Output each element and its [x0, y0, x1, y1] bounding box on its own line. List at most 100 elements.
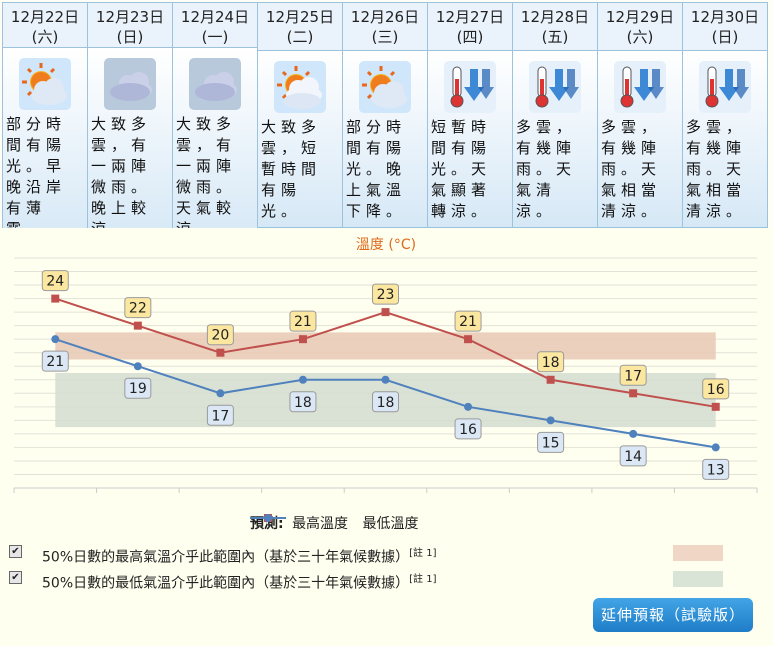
max-temp-point: [546, 375, 555, 384]
min-band-footnote-link[interactable]: [註 1]: [409, 574, 437, 585]
min-band-checkbox[interactable]: ✔: [9, 571, 22, 584]
min-temp-label-box: [537, 431, 565, 453]
min-temp-label-box: [206, 404, 234, 426]
min-temp-label-box: [372, 391, 399, 413]
day-weekday: (三): [371, 28, 399, 46]
day-column: 12月29日 (六) 多雲，有幾陣雨。天氣相當清涼。: [598, 3, 683, 227]
chart-title: 溫度 (°C): [356, 237, 416, 253]
legend-max-label: 最高溫度: [292, 516, 349, 532]
min-temp-label: 21: [46, 354, 64, 370]
day-column: 12月23日 (日) 大致多雲，有一兩陣微雨。晚上較涼。: [88, 3, 173, 240]
min-temp-point: [464, 402, 473, 411]
sunny-periods-icon: [359, 61, 411, 113]
min-temp-label: 14: [624, 449, 642, 465]
max-temp-point: [298, 335, 307, 344]
day-description: 部分時間有陽光。晚上氣溫下降。: [346, 118, 407, 220]
max-temp-point: [629, 389, 638, 398]
day-header: 12月25日 (二): [258, 3, 342, 51]
cold-thermometer-icon: [444, 61, 496, 113]
min-temp-label: 18: [294, 395, 312, 411]
max-temp-label-box: [702, 378, 730, 400]
legend-min-line-icon: [250, 514, 286, 522]
min-temp-point: [133, 362, 142, 371]
legend-prefix: 預測:: [250, 516, 284, 532]
min-band-swatch: [673, 571, 723, 587]
max-temp-label: 24: [46, 274, 64, 290]
min-temp-label-box: [702, 458, 730, 480]
day-date: 12月23日: [95, 8, 165, 26]
day-weekday: (二): [286, 28, 314, 46]
max-temp-label: 23: [377, 287, 395, 303]
day-weekday: (四): [456, 28, 484, 46]
min-temp-point: [381, 375, 390, 384]
min-temp-label: 15: [542, 435, 560, 451]
max-temp-label-box: [537, 351, 565, 373]
max-temp-point: [464, 335, 473, 344]
max-temp-label-box: [124, 297, 152, 319]
max-temp-label: 22: [129, 301, 147, 317]
day-column: 12月25日 (二) 大致多雲，短暫時間有陽光。: [258, 3, 343, 227]
max-band-footnote-link[interactable]: [註 1]: [409, 548, 437, 559]
min-temp-point: [629, 429, 638, 438]
max-temp-point: [51, 294, 60, 303]
day-weekday: (六): [31, 28, 59, 46]
day-date: 12月22日: [10, 8, 80, 26]
day-column: 12月22日 (六) 部分時間有陽光。早晚沿岸有薄霧。: [3, 3, 88, 240]
min-temp-point: [298, 375, 307, 384]
min-temp-label-box: [289, 391, 317, 413]
min-temp-label-box: [41, 350, 69, 372]
max-band-swatch: [673, 545, 723, 561]
min-band-text: 50%日數的最低氣溫介乎此範圍內（基於三十年氣候數據）: [42, 575, 410, 592]
day-body: 多雲，有幾陣雨。天氣相當清涼。: [598, 51, 682, 227]
day-header: 12月26日 (三): [343, 3, 427, 51]
day-date: 12月26日: [350, 8, 420, 26]
day-header: 12月23日 (日): [88, 3, 172, 48]
max-temp-label-box: [372, 283, 399, 305]
max-temp-point: [711, 402, 720, 411]
sunny-periods-icon: [19, 58, 71, 110]
extended-forecast-button[interactable]: 延伸預報（試驗版）: [593, 598, 753, 632]
day-body: 大致多雲，短暫時間有陽光。: [258, 51, 342, 227]
day-description: 多雲，有幾陣雨。天氣相當清涼。: [601, 118, 662, 220]
min-temp-point: [51, 335, 60, 344]
day-date: 12月29日: [605, 8, 675, 26]
day-date: 12月30日: [690, 8, 760, 26]
max-temp-label-box: [206, 324, 234, 346]
day-date: 12月28日: [520, 8, 590, 26]
max-temp-label: 18: [542, 355, 560, 371]
cloudy-icon: [189, 58, 241, 110]
sun-cloud-icon: [274, 61, 326, 113]
legend-min-label: 最低溫度: [362, 516, 419, 532]
day-column: 12月26日 (三) 部分時間有陽光。晚上氣溫下降。: [343, 3, 428, 227]
max-normal-band: [55, 332, 716, 360]
min-temp-label: 18: [377, 395, 395, 411]
day-description: 短暫時間有陽光。天氣顯著轉涼。: [431, 118, 492, 220]
max-band-text: 50%日數的最高氣溫介乎此範圍內（基於三十年氣候數據）: [42, 549, 410, 566]
max-temp-label: 17: [624, 368, 642, 384]
day-date: 12月25日: [265, 8, 335, 26]
day-body: 部分時間有陽光。早晚沿岸有薄霧。: [3, 48, 87, 240]
day-description: 部分時間有陽光。早晚沿岸有薄霧。: [6, 115, 67, 238]
min-temp-label-box: [619, 445, 647, 467]
temperature-chart: 溫度 (°C) 24 22 20 21 23 21 18 17 16 21 19 17 18 18 16 15 1…: [0, 228, 773, 646]
day-header: 12月28日 (五): [513, 3, 597, 51]
day-body: 多雲，有幾陣雨。天氣清涼。: [513, 51, 597, 227]
day-weekday: (五): [541, 28, 569, 46]
day-weekday: (六): [626, 28, 654, 46]
max-temp-label: 16: [707, 382, 725, 398]
min-temp-label-box: [454, 418, 482, 440]
max-temp-label-box: [289, 310, 317, 332]
day-body: 短暫時間有陽光。天氣顯著轉涼。: [428, 51, 512, 227]
max-band-note: 50%日數的最高氣溫介乎此範圍內（基於三十年氣候數據）[註 1]: [42, 544, 436, 567]
max-temp-label: 21: [459, 314, 477, 330]
chart-legend: 預測: 最高溫度 最低溫度: [250, 513, 419, 533]
day-date: 12月24日: [180, 8, 250, 26]
max-temp-label-box: [619, 364, 647, 386]
max-band-checkbox[interactable]: ✔: [9, 545, 22, 558]
min-temp-label: 17: [211, 408, 229, 424]
day-body: 部分時間有陽光。晚上氣溫下降。: [343, 51, 427, 227]
day-description: 多雲，有幾陣雨。天氣相當清涼。: [686, 118, 747, 220]
day-description: 大致多雲，有一兩陣微雨。晚上較涼。: [91, 115, 152, 238]
day-weekday: (一): [201, 28, 229, 46]
day-description: 大致多雲，有一兩陣微雨。天氣較涼。: [176, 115, 237, 238]
